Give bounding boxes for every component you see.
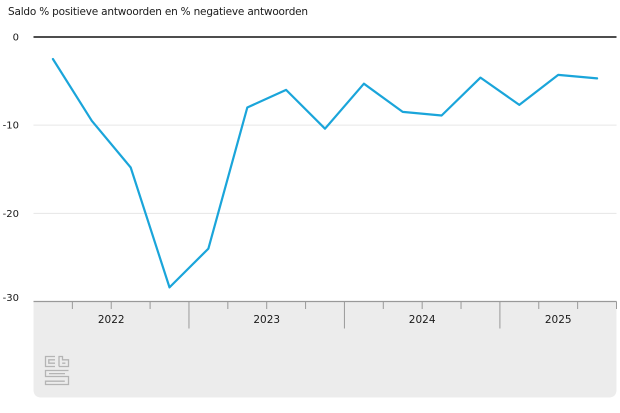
x-axis-label-2025: 2025 [545,314,572,326]
data-line-saldo [51,57,599,289]
cbs-logo-s [44,369,70,386]
chart-plot-area: 2022 2023 2024 2025 0 -10 -20 -30 [3,33,617,398]
x-axis-label-2024: 2024 [409,314,436,326]
y-axis-label--10: -10 [3,121,19,132]
y-axis-label-0: 0 [13,33,19,44]
y-axis-label--30: -30 [3,293,19,304]
x-axis-band [33,301,617,398]
chart-title: Saldo % positieve antwoorden en % negati… [8,6,308,18]
y-axis-label--20: -20 [3,209,19,220]
x-axis-label-2023: 2023 [253,314,280,326]
cbs-logo-b [58,355,70,368]
x-axis-label-2022: 2022 [98,314,125,326]
cbs-logo-c [44,355,55,368]
cbs-logo [44,355,70,386]
